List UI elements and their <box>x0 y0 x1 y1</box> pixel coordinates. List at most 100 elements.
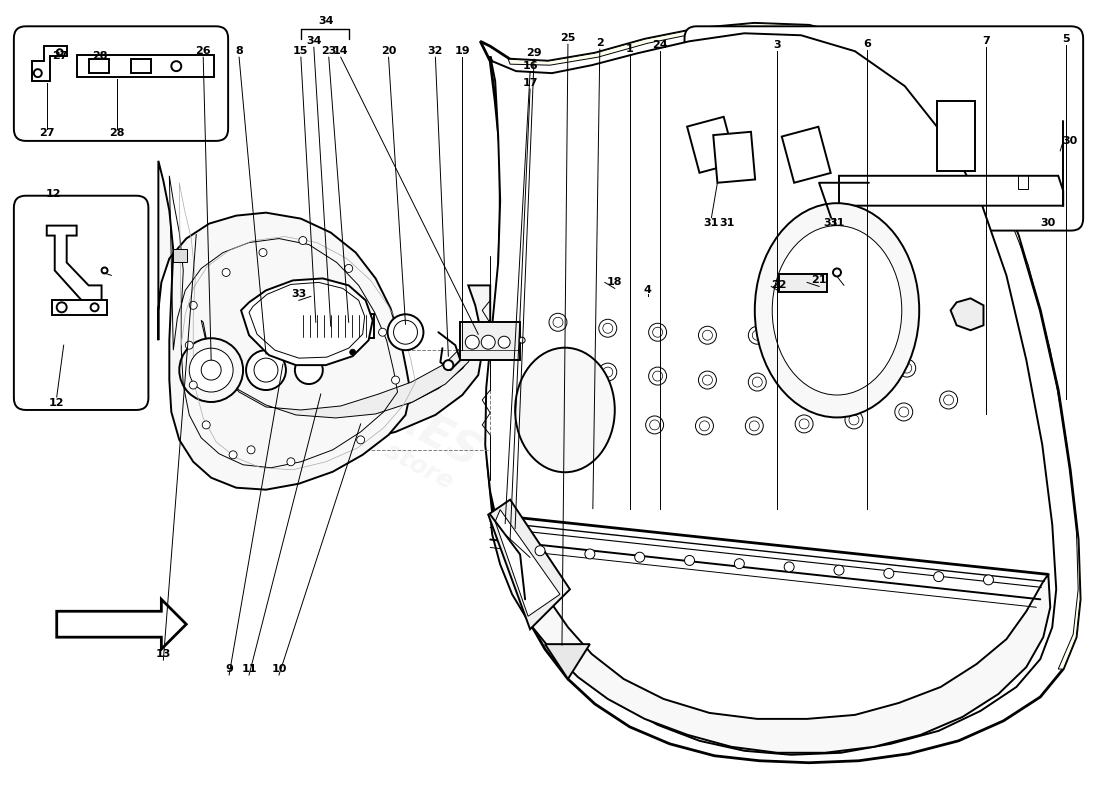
Circle shape <box>295 356 322 384</box>
Circle shape <box>287 458 295 466</box>
Circle shape <box>603 323 613 334</box>
Circle shape <box>344 265 353 273</box>
Text: 1: 1 <box>626 44 634 54</box>
Circle shape <box>179 338 243 402</box>
Polygon shape <box>158 161 410 490</box>
Circle shape <box>172 61 182 71</box>
Circle shape <box>698 371 716 389</box>
Text: 12: 12 <box>46 189 62 198</box>
Circle shape <box>553 318 563 327</box>
Text: 22: 22 <box>771 280 786 290</box>
Polygon shape <box>481 23 1080 762</box>
Polygon shape <box>544 644 590 679</box>
Circle shape <box>553 363 563 373</box>
Circle shape <box>752 330 762 340</box>
Circle shape <box>378 328 386 336</box>
Circle shape <box>34 69 42 77</box>
Circle shape <box>899 407 909 417</box>
Text: 33: 33 <box>292 290 307 299</box>
Circle shape <box>350 349 355 355</box>
Circle shape <box>851 320 862 330</box>
Circle shape <box>481 335 495 349</box>
Circle shape <box>585 549 595 559</box>
Text: auto parts store: auto parts store <box>581 413 818 557</box>
Text: 14: 14 <box>333 46 349 56</box>
Circle shape <box>934 572 944 582</box>
Circle shape <box>848 366 866 384</box>
Circle shape <box>546 411 564 429</box>
Circle shape <box>600 417 609 427</box>
Text: 31: 31 <box>829 218 845 228</box>
Bar <box>77 55 214 77</box>
Circle shape <box>883 569 894 578</box>
Circle shape <box>652 371 662 381</box>
Text: 30: 30 <box>1041 218 1056 228</box>
Circle shape <box>748 373 767 391</box>
Circle shape <box>229 451 238 458</box>
Circle shape <box>802 327 812 338</box>
Circle shape <box>845 411 862 429</box>
Circle shape <box>635 552 645 562</box>
Polygon shape <box>485 34 1056 754</box>
Bar <box>688 117 736 173</box>
Circle shape <box>101 267 108 274</box>
Circle shape <box>603 367 613 377</box>
Circle shape <box>356 436 364 444</box>
Bar <box>174 249 187 262</box>
Circle shape <box>598 363 617 381</box>
FancyBboxPatch shape <box>14 196 149 410</box>
Circle shape <box>749 421 759 431</box>
Circle shape <box>698 326 716 344</box>
Circle shape <box>795 415 813 433</box>
Ellipse shape <box>772 226 902 395</box>
FancyBboxPatch shape <box>14 26 228 141</box>
Bar <box>779 274 827 292</box>
Circle shape <box>703 330 713 340</box>
Circle shape <box>746 417 763 435</box>
Text: 18: 18 <box>607 278 623 287</box>
Circle shape <box>650 420 660 430</box>
Polygon shape <box>241 278 373 365</box>
Text: 3: 3 <box>773 40 781 50</box>
Polygon shape <box>488 500 570 630</box>
Text: 32: 32 <box>428 46 443 56</box>
Text: 26: 26 <box>196 46 211 56</box>
Circle shape <box>939 391 958 409</box>
Circle shape <box>700 421 710 431</box>
Circle shape <box>703 375 713 385</box>
Text: 13: 13 <box>156 649 170 659</box>
Circle shape <box>799 419 810 429</box>
Polygon shape <box>508 23 1080 669</box>
Circle shape <box>549 359 566 377</box>
Circle shape <box>849 415 859 425</box>
Text: 24: 24 <box>652 40 668 50</box>
Bar <box>937 101 975 170</box>
Text: 21: 21 <box>812 275 827 286</box>
Text: 20: 20 <box>381 46 396 56</box>
Circle shape <box>519 338 525 343</box>
Text: 9: 9 <box>226 664 233 674</box>
Polygon shape <box>495 510 560 616</box>
Text: 31: 31 <box>823 218 838 228</box>
Circle shape <box>185 342 194 349</box>
Text: 10: 10 <box>272 664 287 674</box>
Circle shape <box>254 358 278 382</box>
Circle shape <box>394 320 418 344</box>
Text: EUROSPARES: EUROSPARES <box>175 283 486 477</box>
Text: 30: 30 <box>1063 136 1078 146</box>
Text: 16: 16 <box>522 61 538 71</box>
Circle shape <box>695 417 714 435</box>
Circle shape <box>550 415 560 425</box>
Bar <box>299 314 374 338</box>
Circle shape <box>189 302 197 310</box>
Text: 2: 2 <box>596 38 604 48</box>
Circle shape <box>201 360 221 380</box>
Circle shape <box>649 367 667 385</box>
Circle shape <box>784 562 794 572</box>
Text: 5: 5 <box>1063 34 1070 44</box>
Text: 15: 15 <box>294 46 309 56</box>
Text: auto parts store: auto parts store <box>244 366 458 494</box>
Text: 19: 19 <box>454 46 470 56</box>
Text: 27: 27 <box>39 128 55 138</box>
Polygon shape <box>950 298 983 330</box>
